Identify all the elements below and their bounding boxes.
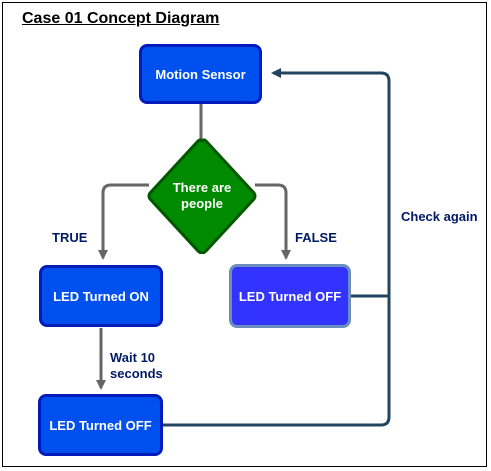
check-again-label: Check again xyxy=(401,209,478,224)
edge-decision-true xyxy=(98,183,149,260)
decision-node: There are people xyxy=(147,138,257,254)
led-off-bottom-node: LED Turned OFF xyxy=(38,394,163,456)
led-on-node: LED Turned ON xyxy=(39,265,163,327)
diagram-frame xyxy=(2,2,487,467)
diagram-title: Case 01 Concept Diagram xyxy=(22,10,220,27)
edge-decision-false xyxy=(255,183,291,260)
motion-sensor-node: Motion Sensor xyxy=(139,44,262,104)
true-label: TRUE xyxy=(52,230,88,245)
led-off-false-node: LED Turned OFF xyxy=(229,264,351,328)
decision-label: There are people xyxy=(172,180,232,211)
edge-check-again xyxy=(163,68,391,427)
false-label: FALSE xyxy=(295,230,337,245)
wait-label: Wait 10 seconds xyxy=(110,350,163,381)
